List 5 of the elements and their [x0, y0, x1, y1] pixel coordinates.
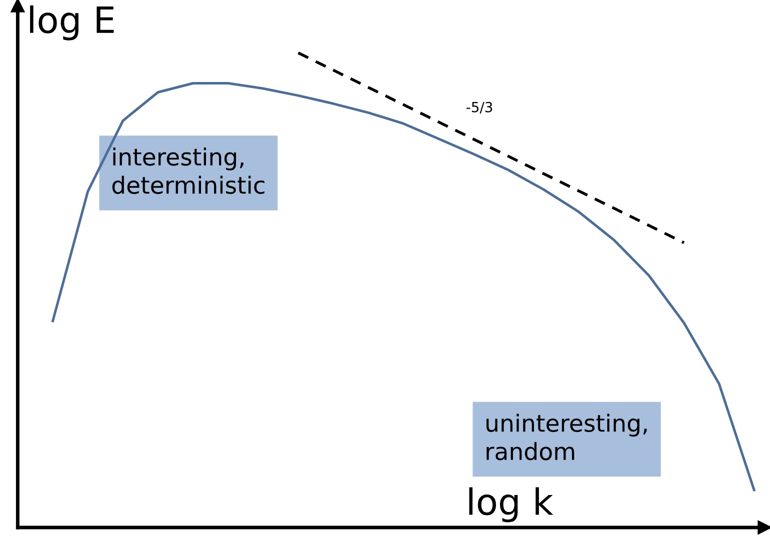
x-axis-title: log k [469, 487, 554, 522]
annotation: interesting, deterministic [112, 147, 264, 194]
annotation: -5/3 [466, 102, 492, 114]
annotation: uninteresting, random [486, 414, 647, 460]
y-axis-title: log E [30, 5, 114, 40]
